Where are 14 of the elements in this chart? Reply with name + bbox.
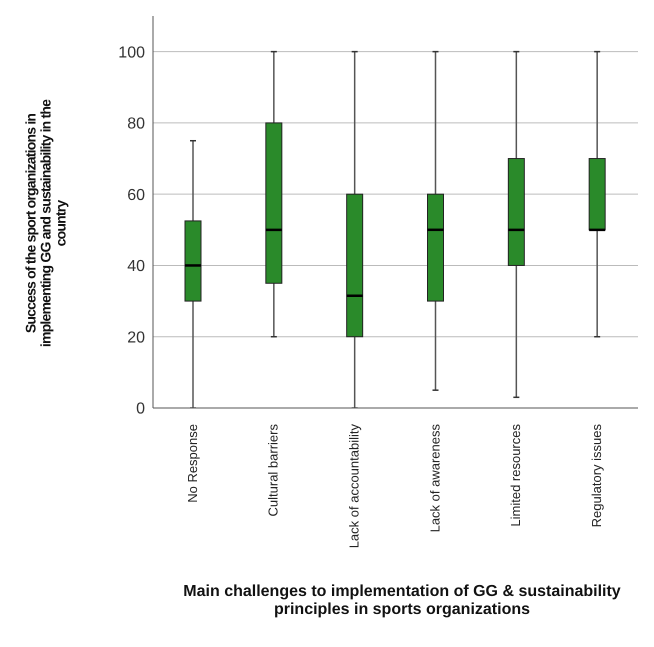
x-tick-label: Lack of accountability — [346, 424, 362, 548]
x-tick-label: Limited resources — [508, 424, 524, 527]
y-tick-label: 60 — [127, 186, 146, 204]
y-axis-title: Success of the sport organizations in implementing GG and sustainability in the country — [22, 98, 68, 349]
y-tick-label: 80 — [127, 116, 146, 133]
y-tick-label: 0 — [136, 400, 146, 418]
x-tick-label: Cultural barriers — [266, 424, 281, 516]
x-tick-label: Regulatory issues — [589, 424, 604, 528]
y-tick-label: 20 — [127, 329, 146, 346]
y-tick-label: 40 — [127, 258, 146, 276]
x-axis-title: Main challenges to implementation of GG & sustainability principles in sports organizations — [182, 583, 622, 619]
x-tick-label: No Response — [184, 424, 200, 503]
y-tick-label: 100 — [118, 44, 146, 62]
x-tick-label: Lack of awareness — [427, 424, 442, 532]
